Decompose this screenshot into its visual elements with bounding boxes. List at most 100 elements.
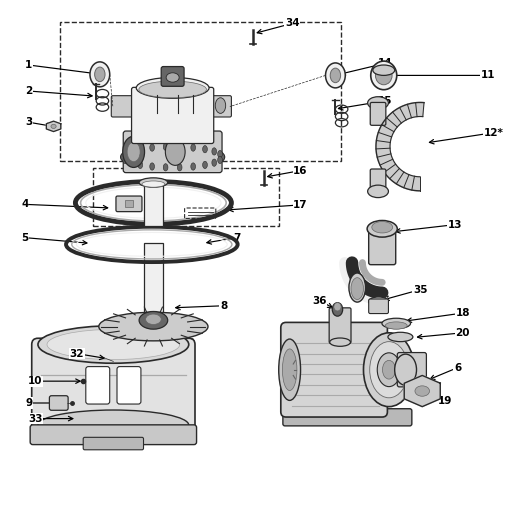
FancyBboxPatch shape [281, 322, 387, 417]
Text: 3: 3 [25, 117, 32, 127]
Text: 15: 15 [378, 96, 392, 106]
Text: 18: 18 [456, 308, 470, 318]
Ellipse shape [166, 73, 179, 82]
Ellipse shape [220, 153, 225, 161]
Ellipse shape [99, 312, 208, 341]
Polygon shape [46, 121, 61, 132]
Text: 19: 19 [437, 396, 452, 407]
Ellipse shape [123, 157, 127, 164]
Text: 36: 36 [312, 295, 327, 306]
Ellipse shape [177, 143, 182, 150]
Ellipse shape [146, 314, 161, 324]
Ellipse shape [203, 146, 207, 153]
Ellipse shape [375, 66, 392, 85]
Text: 4: 4 [21, 199, 29, 210]
Polygon shape [404, 375, 440, 407]
Ellipse shape [191, 144, 196, 151]
Ellipse shape [382, 318, 411, 329]
Ellipse shape [121, 142, 225, 171]
Ellipse shape [47, 330, 180, 360]
Ellipse shape [163, 164, 168, 171]
Ellipse shape [38, 326, 189, 363]
Ellipse shape [388, 332, 413, 342]
Text: 14: 14 [378, 58, 392, 69]
Ellipse shape [368, 185, 388, 198]
FancyBboxPatch shape [83, 437, 144, 450]
Ellipse shape [279, 339, 301, 400]
Text: 33: 33 [28, 413, 43, 424]
Ellipse shape [218, 150, 223, 158]
Ellipse shape [138, 146, 142, 153]
Ellipse shape [383, 360, 395, 379]
Text: 17: 17 [293, 200, 308, 210]
Ellipse shape [218, 157, 223, 164]
Ellipse shape [378, 353, 400, 387]
Ellipse shape [385, 322, 407, 329]
Ellipse shape [129, 159, 134, 166]
Ellipse shape [140, 318, 167, 326]
Ellipse shape [215, 98, 226, 113]
Ellipse shape [139, 81, 206, 98]
FancyBboxPatch shape [283, 409, 412, 426]
Ellipse shape [369, 297, 388, 306]
Text: 35: 35 [413, 284, 427, 295]
Ellipse shape [371, 61, 397, 89]
Ellipse shape [126, 129, 219, 153]
Text: 20: 20 [456, 328, 470, 338]
Ellipse shape [51, 124, 56, 128]
Ellipse shape [137, 314, 170, 326]
FancyBboxPatch shape [370, 169, 386, 192]
Ellipse shape [334, 303, 341, 311]
FancyBboxPatch shape [32, 339, 195, 432]
Text: 10: 10 [28, 376, 43, 386]
Polygon shape [376, 102, 424, 191]
FancyBboxPatch shape [116, 196, 142, 212]
Text: 5: 5 [21, 232, 29, 243]
Ellipse shape [139, 311, 168, 329]
Text: 12*: 12* [484, 127, 504, 138]
FancyBboxPatch shape [111, 96, 134, 117]
Ellipse shape [212, 159, 216, 166]
Text: 1: 1 [25, 60, 32, 70]
Text: 6: 6 [454, 362, 461, 373]
FancyBboxPatch shape [132, 87, 214, 144]
Text: 2: 2 [25, 86, 32, 96]
Ellipse shape [203, 161, 207, 168]
Ellipse shape [349, 273, 366, 302]
Text: 32: 32 [70, 348, 84, 359]
Ellipse shape [330, 68, 341, 83]
FancyBboxPatch shape [369, 227, 396, 265]
Ellipse shape [95, 67, 105, 82]
Ellipse shape [368, 97, 388, 109]
Ellipse shape [372, 222, 393, 233]
Text: 7: 7 [233, 232, 240, 243]
Ellipse shape [129, 148, 134, 155]
Ellipse shape [121, 153, 126, 161]
FancyBboxPatch shape [117, 367, 141, 404]
Ellipse shape [138, 161, 142, 168]
FancyBboxPatch shape [125, 200, 133, 207]
Ellipse shape [136, 77, 209, 98]
Ellipse shape [90, 62, 110, 87]
Polygon shape [126, 141, 219, 173]
Ellipse shape [123, 136, 145, 167]
Ellipse shape [373, 65, 395, 75]
Text: 9: 9 [25, 398, 32, 408]
Text: 34: 34 [285, 18, 300, 29]
FancyBboxPatch shape [370, 102, 386, 125]
Ellipse shape [415, 386, 430, 396]
Ellipse shape [191, 163, 196, 170]
Ellipse shape [332, 303, 343, 316]
FancyBboxPatch shape [144, 243, 163, 320]
FancyBboxPatch shape [86, 367, 110, 404]
Ellipse shape [150, 144, 154, 151]
Text: 11: 11 [480, 70, 495, 81]
FancyBboxPatch shape [123, 131, 222, 173]
Text: 16: 16 [293, 165, 308, 176]
FancyBboxPatch shape [210, 96, 231, 117]
FancyBboxPatch shape [397, 353, 426, 387]
FancyBboxPatch shape [49, 396, 68, 410]
Ellipse shape [38, 410, 189, 440]
Ellipse shape [330, 338, 350, 346]
Ellipse shape [370, 342, 408, 398]
